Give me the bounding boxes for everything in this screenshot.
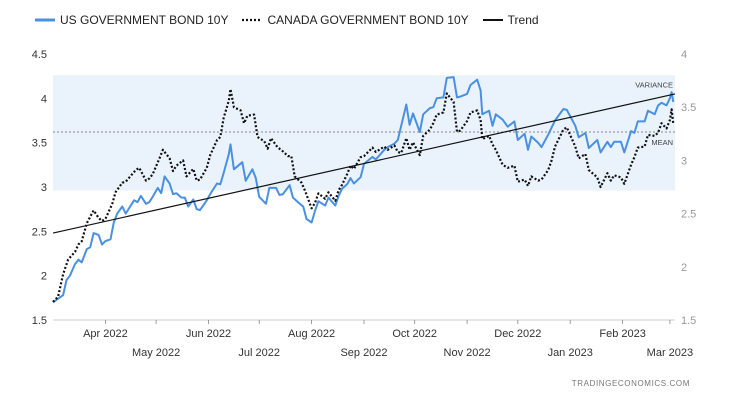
series-line-us: [52, 76, 675, 304]
y-left-tick-label: 1.5: [32, 315, 47, 327]
x-tick-label: Mar 2023: [647, 347, 693, 359]
legend-label-canada: CANADA GOVERNMENT BOND 10Y: [267, 13, 469, 27]
legend-label-us: US GOVERNMENT BOND 10Y: [60, 13, 229, 27]
x-tick-label: Jan 2023: [548, 347, 593, 359]
trend-line: [52, 93, 676, 234]
y-right-tick-label: 3.5: [681, 102, 696, 114]
x-tick-label: Apr 2022: [83, 328, 128, 340]
x-tick-label: Jul 2022: [238, 347, 280, 359]
y-right-tick-label: 3: [681, 155, 687, 167]
x-tick-label: Aug 2022: [288, 328, 335, 340]
legend-label-trend: Trend: [507, 13, 539, 27]
y-right-tick-label: 2: [681, 262, 687, 274]
x-tick-label: Dec 2022: [494, 328, 541, 340]
y-left-tick-label: 2.5: [32, 226, 47, 238]
x-tick-label: Feb 2023: [599, 328, 645, 340]
series-line-canada: [52, 88, 675, 303]
y-left-tick-label: 3: [41, 182, 47, 194]
variance-label: VARIANCE: [635, 80, 673, 89]
x-tick-label: Nov 2022: [444, 347, 491, 359]
y-left-tick-label: 3.5: [32, 138, 47, 150]
y-left-tick-label: 2: [41, 271, 47, 283]
legend-swatch-us: [35, 18, 55, 22]
source-watermark: TRADINGECONOMICS.COM: [571, 379, 690, 388]
legend: US GOVERNMENT BOND 10Y CANADA GOVERNMENT…: [35, 13, 553, 27]
variance-band: [53, 75, 675, 191]
y-left-tick-label: 4.5: [32, 49, 47, 61]
legend-item-canada[interactable]: CANADA GOVERNMENT BOND 10Y: [242, 13, 469, 27]
mean-label: MEAN: [651, 138, 673, 147]
x-tick-label: Jun 2022: [186, 328, 231, 340]
x-tick-label: May 2022: [132, 347, 180, 359]
x-tick-label: Oct 2022: [392, 328, 437, 340]
legend-item-trend[interactable]: Trend: [482, 13, 539, 27]
y-right-tick-label: 1.5: [681, 315, 696, 327]
y-left-tick-label: 4: [41, 93, 47, 105]
legend-swatch-trend: [482, 19, 503, 21]
legend-swatch-canada: [242, 18, 263, 22]
legend-item-us[interactable]: US GOVERNMENT BOND 10Y: [35, 13, 228, 27]
x-tick-label: Sep 2022: [340, 347, 387, 359]
y-right-tick-label: 2.5: [681, 209, 696, 221]
y-right-tick-label: 4: [681, 49, 687, 61]
